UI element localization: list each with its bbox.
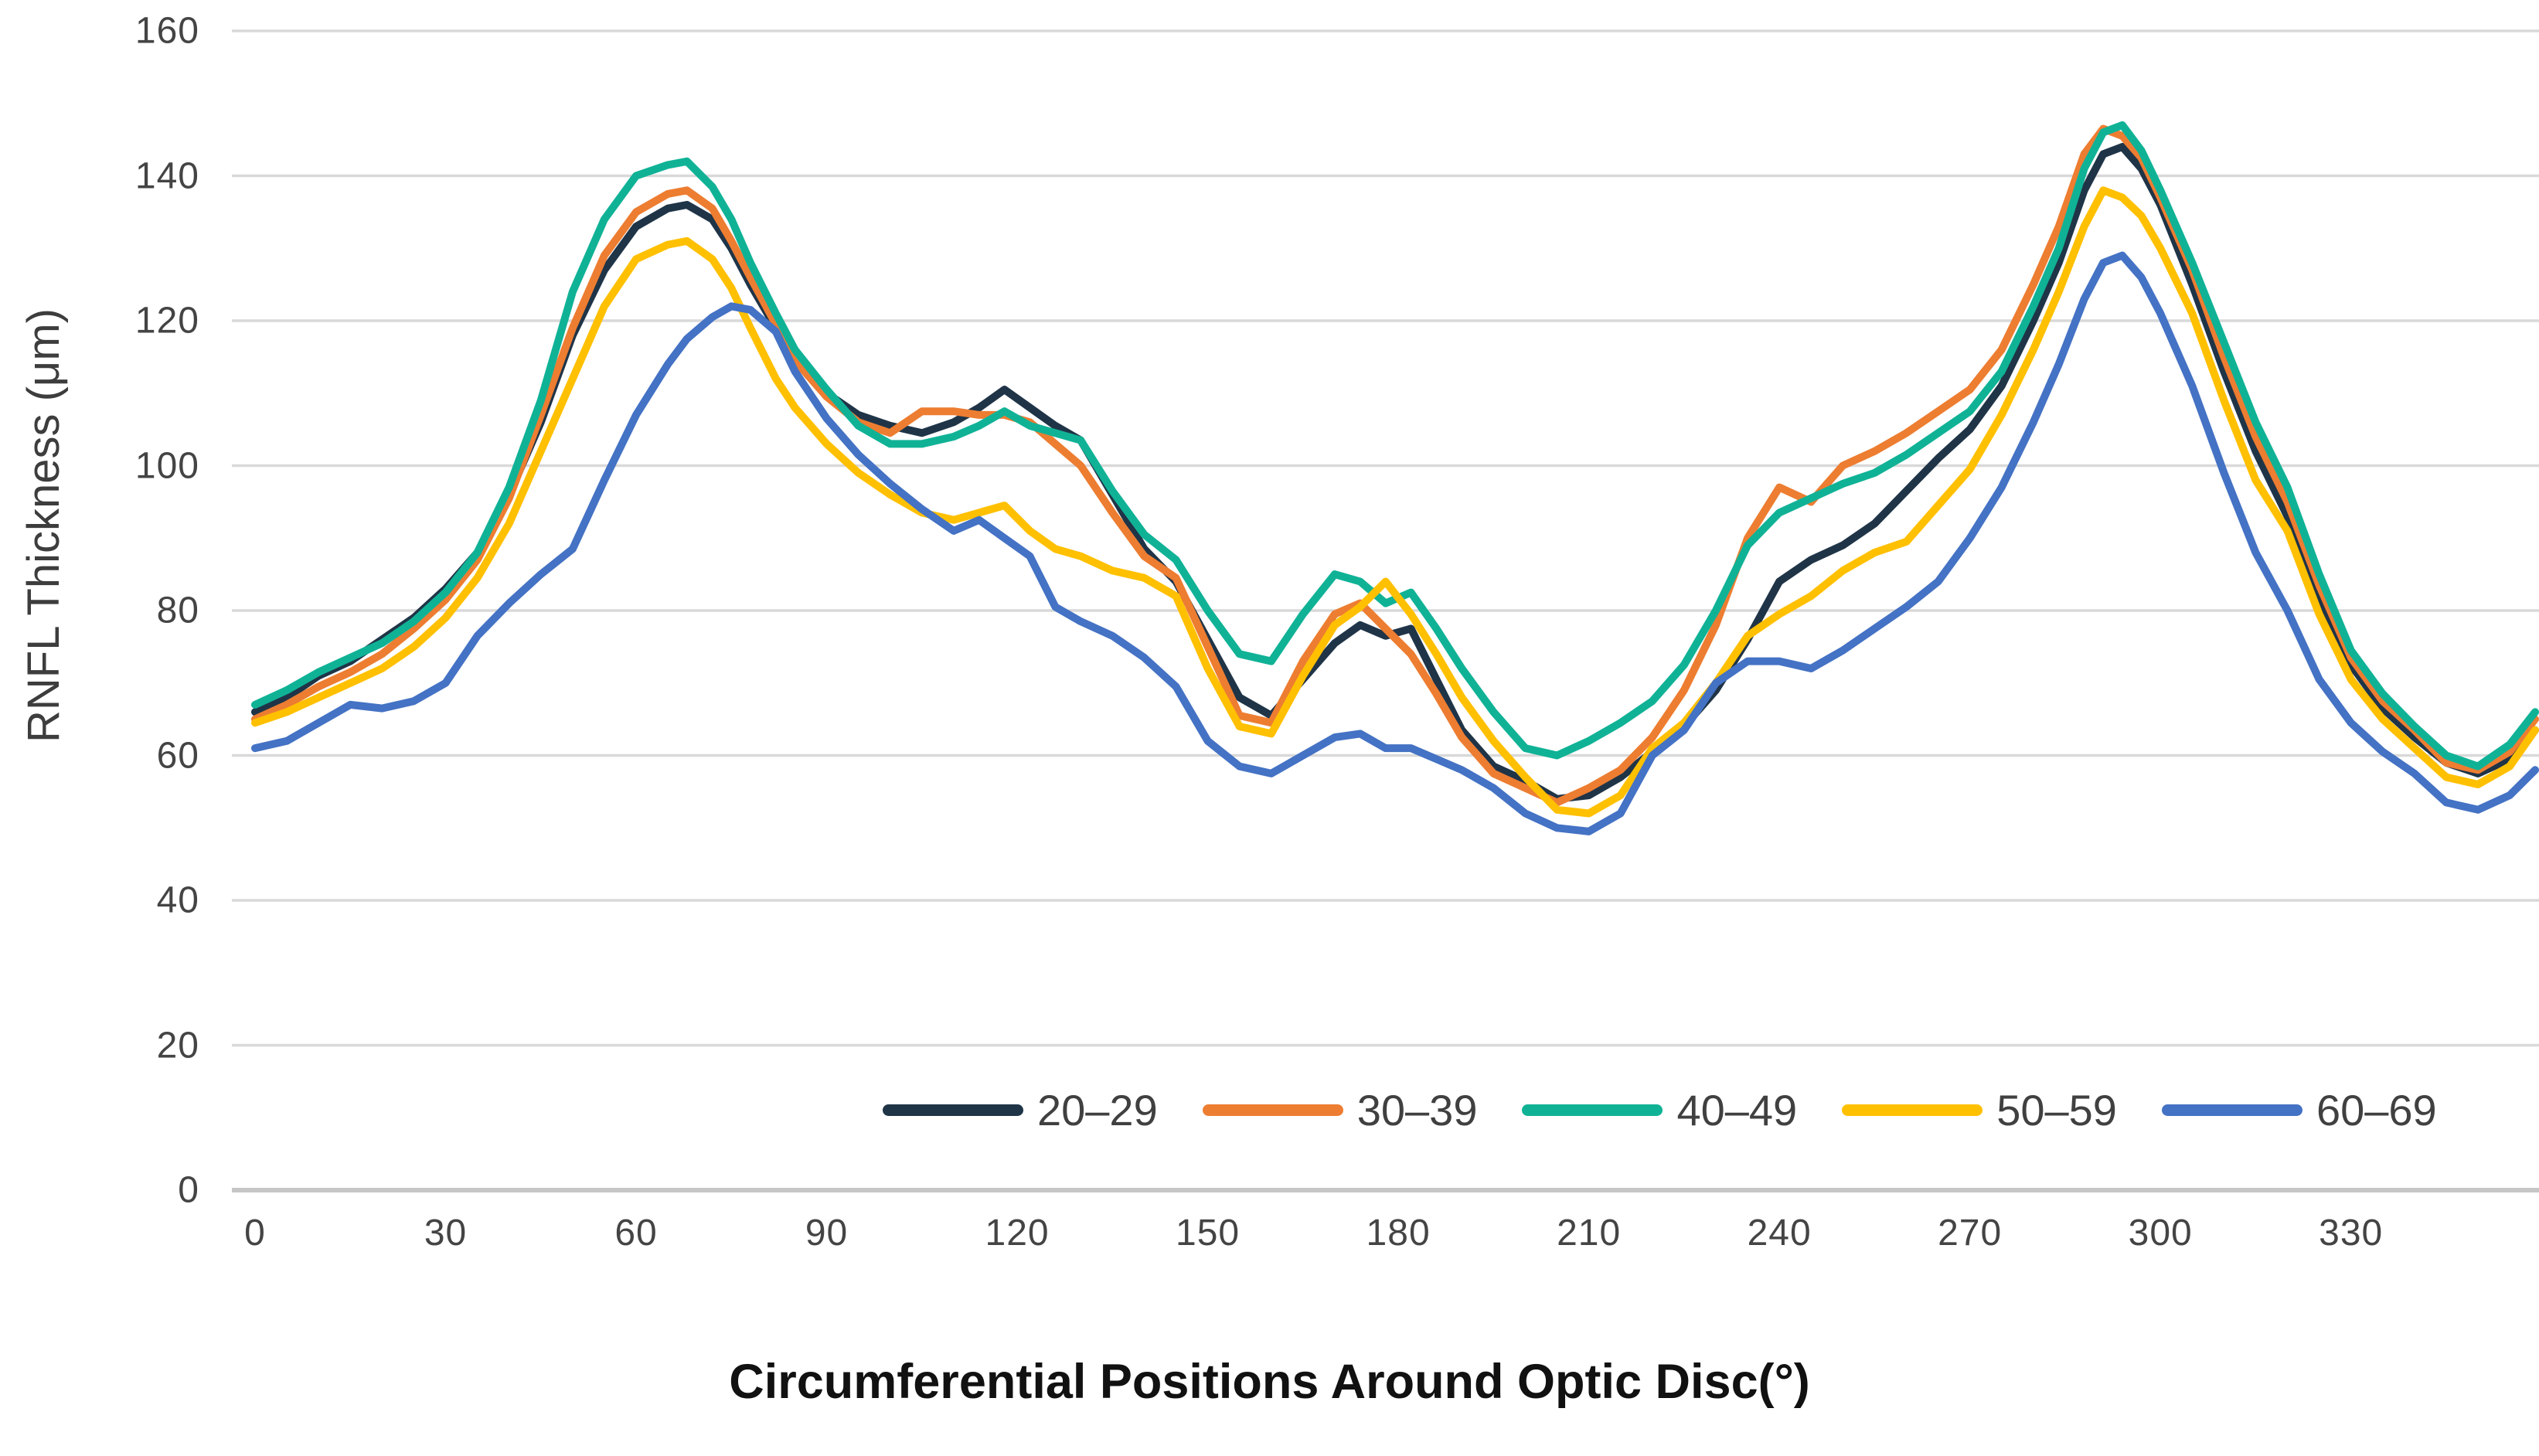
legend-item-60-69: 60–69	[2161, 1085, 2437, 1135]
legend-swatch	[2161, 1104, 2302, 1116]
legend-swatch	[1842, 1104, 1983, 1116]
x-tick-label: 270	[1938, 1213, 2003, 1254]
x-tick-label: 0	[244, 1213, 266, 1254]
x-tick-label: 60	[614, 1213, 658, 1254]
y-tick-label: 140	[134, 155, 199, 196]
legend-label: 60–69	[2316, 1085, 2437, 1135]
y-tick-label: 120	[134, 300, 199, 342]
x-tick-label: 330	[2319, 1213, 2384, 1254]
x-tick-label: 90	[805, 1213, 849, 1254]
legend-label: 30–39	[1356, 1085, 1478, 1135]
y-axis-title: RNFL Thickness (μm)	[19, 308, 69, 743]
x-axis-title: Circumferential Positions Around Optic D…	[729, 1355, 1810, 1409]
legend-swatch	[1202, 1104, 1343, 1116]
legend-label: 50–59	[1996, 1085, 2117, 1135]
series-line-60-69	[251, 251, 2539, 835]
x-tick-label: 240	[1747, 1213, 1812, 1254]
legend-swatch	[883, 1104, 1023, 1116]
x-tick-label: 150	[1176, 1213, 1241, 1254]
x-tick-label: 120	[985, 1213, 1050, 1254]
x-tick-label: 180	[1366, 1213, 1431, 1254]
series-line-20-29	[251, 143, 2539, 803]
x-tick-label: 30	[424, 1213, 468, 1254]
y-tick-label: 0	[178, 1169, 199, 1211]
legend-swatch	[1522, 1104, 1663, 1116]
legend-item-20-29: 20–29	[883, 1085, 1158, 1135]
legend-item-50-59: 50–59	[1842, 1085, 2117, 1135]
legend-label: 40–49	[1676, 1085, 1798, 1135]
y-tick-label: 160	[134, 10, 199, 52]
y-tick-label: 20	[156, 1025, 199, 1066]
chart-legend: 20–29 30–39 40–49 50–59 60–69	[883, 1085, 2437, 1135]
legend-label: 20–29	[1037, 1085, 1158, 1135]
y-tick-label: 40	[156, 879, 199, 921]
series-line-40-49	[251, 121, 2539, 771]
x-tick-label: 300	[2128, 1213, 2193, 1254]
y-tick-label: 80	[156, 590, 199, 631]
legend-item-40-49: 40–49	[1522, 1085, 1797, 1135]
x-tick-label: 210	[1557, 1213, 1622, 1254]
series-line-50-59	[251, 186, 2539, 818]
legend-item-30-39: 30–39	[1202, 1085, 1478, 1135]
y-tick-label: 100	[134, 445, 199, 486]
y-tick-label: 60	[156, 735, 199, 776]
